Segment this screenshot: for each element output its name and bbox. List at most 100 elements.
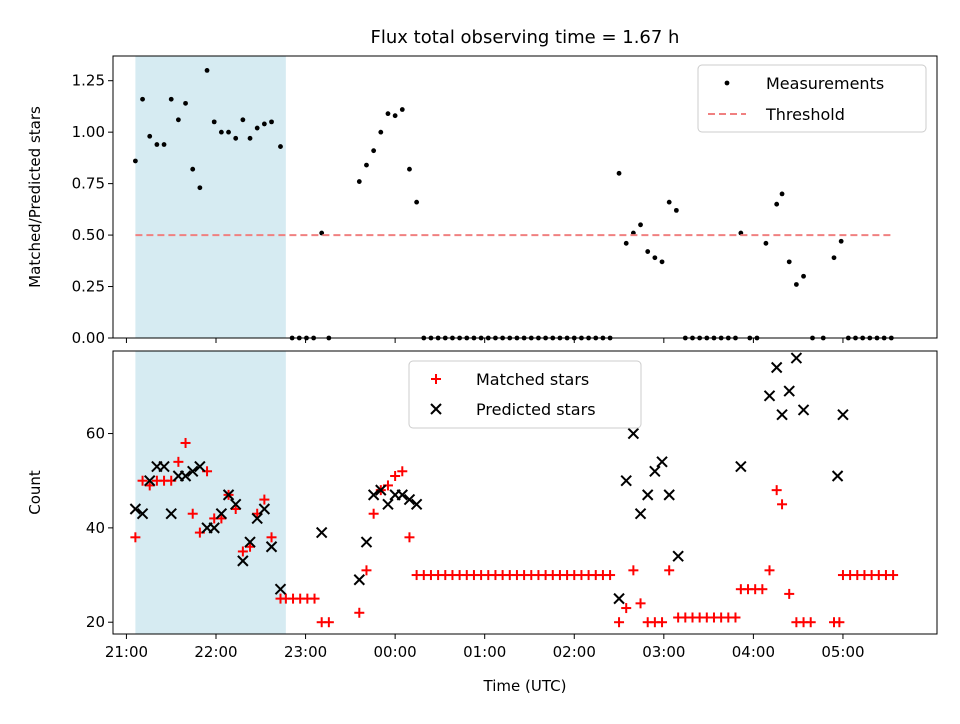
legend: Measurements Threshold [697,64,927,133]
x-tick-label: 04:00 [732,643,775,661]
legend-label-threshold: Threshold [765,105,845,124]
legend-label-matched: Matched stars [476,370,589,389]
measurement-point [763,240,769,246]
measurement-point [623,240,629,246]
measurement-point [385,111,391,117]
measurement-point [140,96,145,102]
matched-point [354,607,365,618]
predicted-point-b [165,508,177,520]
y-axis-label: Count [26,470,44,515]
measurement-point [190,166,196,172]
predicted-point-b [641,489,654,501]
predicted-point-b [613,592,625,605]
predicted-point-b [627,427,640,440]
predicted-point-b [265,541,278,553]
measurement-point [183,100,188,106]
measurement-point [371,148,377,154]
predicted-point [831,470,844,482]
measurement-point [204,68,210,73]
y-tick-label: 0.50 [72,226,105,244]
predicted-point-b [258,503,271,515]
measurement-point [378,129,384,135]
measurement-point [226,129,231,135]
predicted-point-b [179,470,192,482]
predicted-point [165,508,177,520]
measurement-point [218,129,224,135]
measurement-point [154,142,160,147]
predicted-point-b [831,470,844,482]
predicted-point-b [244,536,256,548]
predicted-point-b [194,460,206,473]
x-tick-label: 03:00 [642,643,685,661]
measurement-point [414,199,420,205]
y-tick-label: 1.25 [72,72,105,90]
matched-point [397,466,408,477]
predicted-point-b [776,408,788,421]
measurement-point [659,259,665,265]
matched-point [137,475,148,486]
y-tick-label: 40 [86,519,105,537]
x-tick-label: 23:00 [284,643,327,661]
legend-label-measurements: Measurements [766,74,884,93]
predicted-point-b [663,489,675,501]
matched-point [777,499,788,510]
matched-point [657,617,668,628]
predicted-point [375,484,387,496]
measurement-point [666,199,672,205]
measurement-point [247,135,253,141]
matched-point [368,508,379,519]
predicted-point-b [410,498,423,510]
measurement-point [175,117,181,123]
predicted-point-b [403,493,416,506]
matched-point [614,617,625,628]
predicted-point-b [251,512,263,525]
measurement-point [673,207,679,213]
matched-point [834,617,845,628]
matched-point [621,603,632,614]
predicted-point [158,460,170,473]
predicted-point [144,475,156,487]
predicted-point [663,489,675,501]
x-tick-label: 21:00 [105,643,148,661]
measurement-point [407,166,412,172]
measurement-point [211,119,217,125]
predicted-point [179,470,192,482]
predicted-point [258,503,271,515]
measurement-point [774,201,780,207]
measurement-point [793,282,799,287]
predicted-point [763,390,776,402]
matched-point [605,570,616,581]
predicted-point-b [783,385,795,397]
y-tick-label: 0.25 [72,278,105,296]
matched-point [635,598,646,609]
measurement-point [197,185,203,191]
x-tick-label: 01:00 [463,643,506,661]
measurement-point [392,113,398,119]
predicted-point-b [763,390,776,402]
matched-point [309,593,320,604]
matched-point [173,456,184,467]
predicted-point-b [620,475,632,487]
measurement-point [779,191,785,197]
predicted-point [649,465,661,477]
legend-marker-predicted-b [430,403,442,415]
y-tick-label: 60 [86,425,105,443]
predicted-point-b [237,555,249,567]
predicted-point-b [672,550,684,562]
predicted-point-b [367,489,380,501]
series-predicted-stars [129,352,849,605]
predicted-point [382,498,394,510]
matched-point [323,617,334,628]
x-axis-label: Time (UTC) [483,677,567,695]
measurement-point [652,255,658,261]
predicted-point [641,489,654,501]
measurement-point [364,162,369,168]
predicted-point [208,522,220,534]
matched-point [180,437,191,448]
predicted-point-b [396,489,409,501]
predicted-point-b [222,489,235,501]
predicted-point-b [649,465,661,477]
predicted-point [194,460,206,473]
predicted-point [251,512,263,525]
x-tick-label: 22:00 [194,643,237,661]
